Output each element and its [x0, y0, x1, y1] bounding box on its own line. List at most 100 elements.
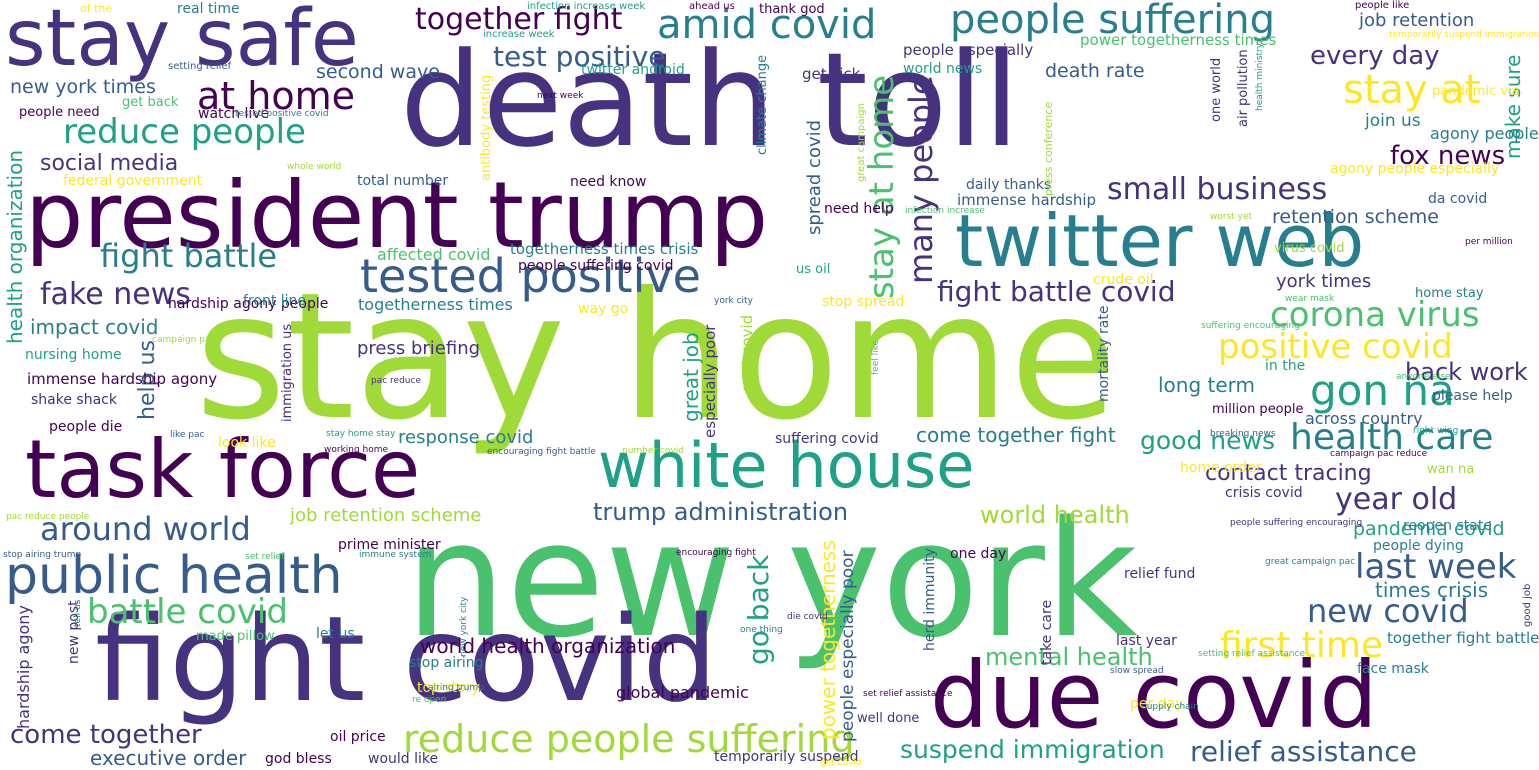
word-twitter-web: twitter web	[955, 199, 1365, 283]
word-last-week: last week	[1355, 547, 1517, 587]
word-god-bless: god bless	[265, 751, 332, 767]
word-death-toll: death toll	[400, 24, 1020, 176]
word-at-home: at home	[197, 74, 355, 118]
word-impact-covid: impact covid	[30, 315, 159, 339]
word-york-times: york times	[1276, 271, 1372, 292]
word-white-house: white house	[598, 429, 975, 502]
word-die-covid: die covid	[787, 612, 828, 622]
word-pandemic-via: pandemic via	[1432, 84, 1520, 99]
word-good-job: good job	[1522, 583, 1533, 627]
word-daily-thanks: daily thanks	[966, 177, 1052, 193]
word-mortality-rate: mortality rate	[1096, 305, 1112, 402]
word-togetherness-times: togetherness times	[358, 295, 513, 314]
word-herd-immunity: herd immunity	[922, 548, 938, 651]
word-suspend-immigration: suspend immigration	[900, 735, 1165, 764]
word-join-us: join us	[1365, 111, 1421, 131]
word-real-time: real time	[177, 1, 240, 17]
word-spread-covid: spread covid	[804, 119, 825, 235]
word-worst-yet: worst yet	[1210, 212, 1253, 222]
word-together-fight-battle: together fight battle	[1387, 629, 1539, 647]
word-pandemia-covid: pandemia covid	[1353, 518, 1505, 540]
word-world-news: world news	[903, 61, 983, 77]
word-one-world: one world	[1209, 57, 1224, 122]
word-set-relief-assistance: set relief assistance	[863, 689, 953, 699]
word-oil-price: oil price	[330, 729, 386, 745]
word-health-ministry: health ministry	[1255, 42, 1265, 111]
word-great-campaign: great campaign	[856, 103, 867, 182]
word-fight-covid: fight covid	[95, 590, 718, 728]
word-top-story: top story	[417, 680, 480, 696]
word-people-suffering: people suffering	[950, 0, 1275, 43]
word-tell-us: tell us	[73, 599, 83, 627]
word-good-news: good news	[1140, 426, 1275, 455]
word-people-suffering-encouraging: people suffering encouraging	[1230, 518, 1363, 528]
word-fake-news: fake news	[40, 277, 191, 312]
word-fight-battle-covid: fight battle covid	[937, 275, 1176, 308]
word-hardship-agony-people: hardship agony people	[168, 296, 329, 312]
word-temporarily-suspend: temporarily suspend	[714, 749, 859, 765]
word-setting-relief-assistance: setting relief assistance	[1198, 649, 1305, 659]
word-trump-administration: trump administration	[593, 498, 849, 526]
word-one-day: one day	[950, 546, 1007, 562]
word-battle-covid: battle covid	[87, 592, 288, 632]
word-especially-poor: especially poor	[701, 324, 719, 438]
word-pac-reduce: pac reduce	[371, 376, 421, 386]
word-working-home: working home	[324, 445, 389, 455]
word-executive-order: executive order	[90, 746, 247, 770]
word-small-business: small business	[1107, 172, 1328, 207]
word-new-york-times: new york times	[10, 76, 156, 98]
word-thank-god: thank god	[759, 2, 825, 17]
word-health-organization: health organization	[3, 149, 27, 344]
word-nursing-home: nursing home	[25, 347, 122, 363]
word-reopen-state: reopen state	[1403, 518, 1492, 534]
word-global-pandemic: global pandemic	[616, 683, 749, 702]
word-mental-health: mental health	[985, 643, 1153, 671]
word-would-like: would like	[368, 751, 439, 767]
word-encouraging-fight: encouraging fight	[676, 548, 756, 558]
word-setting-relief: setting relief	[168, 61, 232, 72]
word-feel-like: feel like	[871, 339, 881, 375]
word-campaign-pac: campaign pac	[152, 335, 216, 345]
word-watch-live: watch live	[198, 106, 270, 122]
word-job-retention-scheme: job retention scheme	[290, 505, 482, 526]
word-one-thing: one thing	[740, 625, 783, 635]
word-corona-virus: corona virus	[1270, 295, 1480, 335]
word-made-pillow: made pillow	[196, 629, 275, 644]
word-come-together-fight: come together fight	[916, 423, 1116, 447]
word-president-trump: president trump	[25, 162, 769, 269]
word-increase-week: increase week	[483, 29, 555, 40]
word-breaking-news: breaking news	[1210, 429, 1276, 439]
word-pac-reduce-people: pac reduce people	[6, 512, 90, 522]
word-affected-covid: affected covid	[377, 245, 491, 264]
word-agony-people: agony people	[1430, 124, 1539, 143]
word-way-go: way go	[578, 301, 629, 317]
word-go-back: go back	[742, 554, 775, 665]
word-positive-covid: positive covid	[1218, 327, 1453, 367]
word-press-conference: press conference	[1042, 101, 1055, 196]
word-people-dying: people dying	[1373, 538, 1464, 554]
word-crisis-covid: crisis covid	[1225, 485, 1303, 501]
word-relief-fund: relief fund	[1124, 566, 1196, 582]
word-second-wave: second wave	[316, 61, 440, 83]
word-right-wing: right wing	[1413, 426, 1459, 436]
word-agony-people-especially: agony people especially	[1330, 161, 1500, 177]
word-get-covid: get covid	[820, 758, 862, 768]
word-home-order: home order	[1180, 460, 1262, 476]
word-virus-covid: virus covid	[1274, 241, 1345, 256]
word-get-sick: get sick	[802, 65, 861, 83]
word-world-health-organization: world health organization	[420, 634, 676, 658]
word-campaign-pac-reduce: campaign pac reduce	[1330, 449, 1428, 459]
word-tested-positive: tested positive	[360, 249, 701, 303]
word-shake-shack: shake shack	[31, 392, 117, 408]
word-health-care: health care	[1290, 417, 1494, 458]
word-death-rate: death rate	[1045, 60, 1145, 82]
word-public-health: public health	[5, 546, 343, 606]
word-every-day: every day	[1310, 41, 1440, 71]
word-take-care: take care	[1039, 599, 1055, 665]
word-supply-chain: supply chain	[1142, 702, 1199, 712]
word-new-york: new york	[405, 486, 1138, 673]
word-crude-oil: crude oil	[1093, 272, 1154, 288]
word-suffering-covid: suffering covid	[775, 431, 879, 447]
word-make-sure: make sure	[1501, 54, 1525, 159]
word-whole-world: whole world	[287, 162, 342, 172]
